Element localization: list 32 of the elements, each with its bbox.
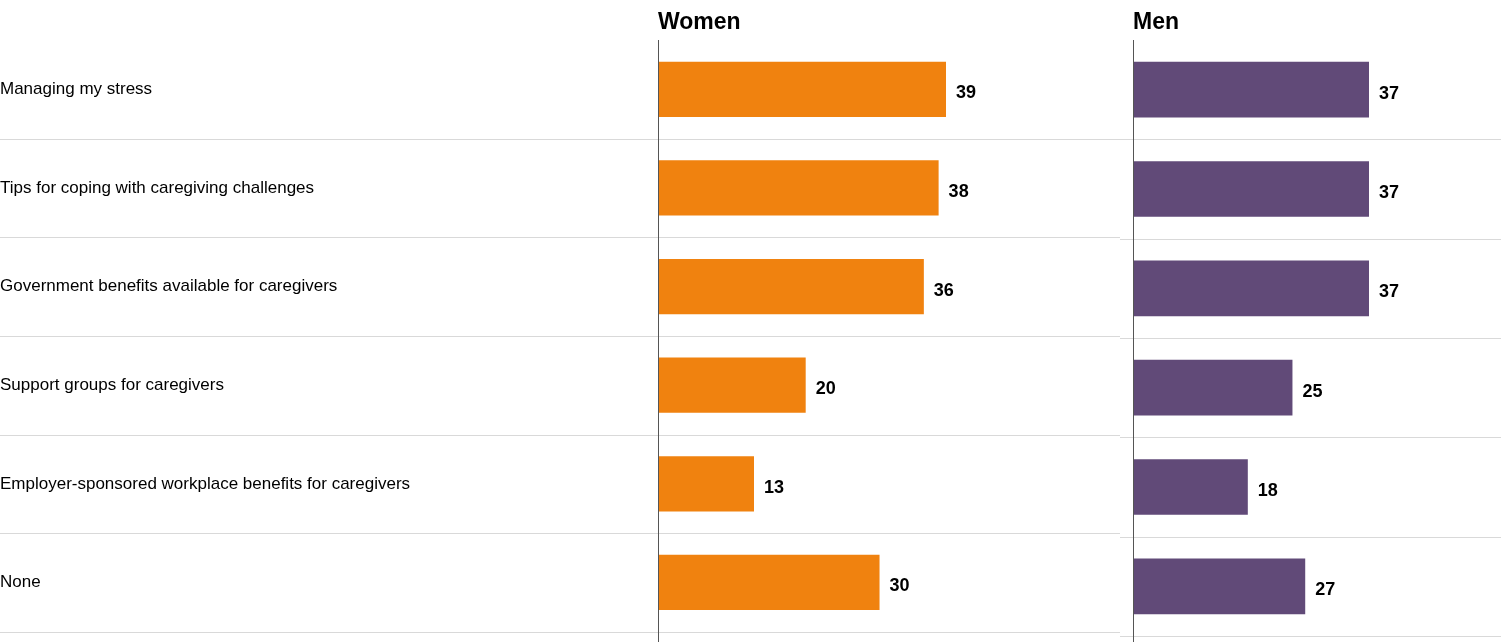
data-label: 25 xyxy=(1302,380,1323,401)
bar xyxy=(1133,359,1293,416)
chart-title: Men xyxy=(1133,7,1179,34)
data-label: 30 xyxy=(889,575,910,596)
bar xyxy=(1133,459,1248,515)
y-tick-label: Employer-sponsored workplace benefits for caregivers xyxy=(0,473,411,493)
data-label: 36 xyxy=(933,279,954,300)
chart-title: Women xyxy=(658,7,741,34)
bar xyxy=(658,258,924,315)
bar xyxy=(658,554,880,611)
data-label: 20 xyxy=(815,378,836,399)
bar xyxy=(658,160,939,216)
data-label: 37 xyxy=(1379,281,1400,302)
data-label: 27 xyxy=(1315,579,1336,600)
data-label: 38 xyxy=(948,180,969,201)
data-label: 18 xyxy=(1257,479,1278,500)
bar xyxy=(658,456,754,512)
y-tick-label: Support groups for caregivers xyxy=(0,374,224,394)
bar xyxy=(1133,558,1306,615)
data-label: 39 xyxy=(956,82,977,103)
y-tick-label: Managing my stress xyxy=(0,79,153,98)
bar xyxy=(1133,260,1369,317)
bar xyxy=(658,61,946,117)
data-label: 37 xyxy=(1379,181,1400,202)
bar xyxy=(1133,61,1369,118)
y-tick-label: Tips for coping with caregiving challenges xyxy=(0,177,315,197)
y-tick-label: Government benefits available for caregivers xyxy=(0,276,338,296)
bar xyxy=(1133,161,1369,217)
data-label: 37 xyxy=(1379,82,1400,103)
y-tick-label: None xyxy=(0,572,41,592)
bar xyxy=(658,357,806,413)
data-label: 13 xyxy=(764,476,785,497)
